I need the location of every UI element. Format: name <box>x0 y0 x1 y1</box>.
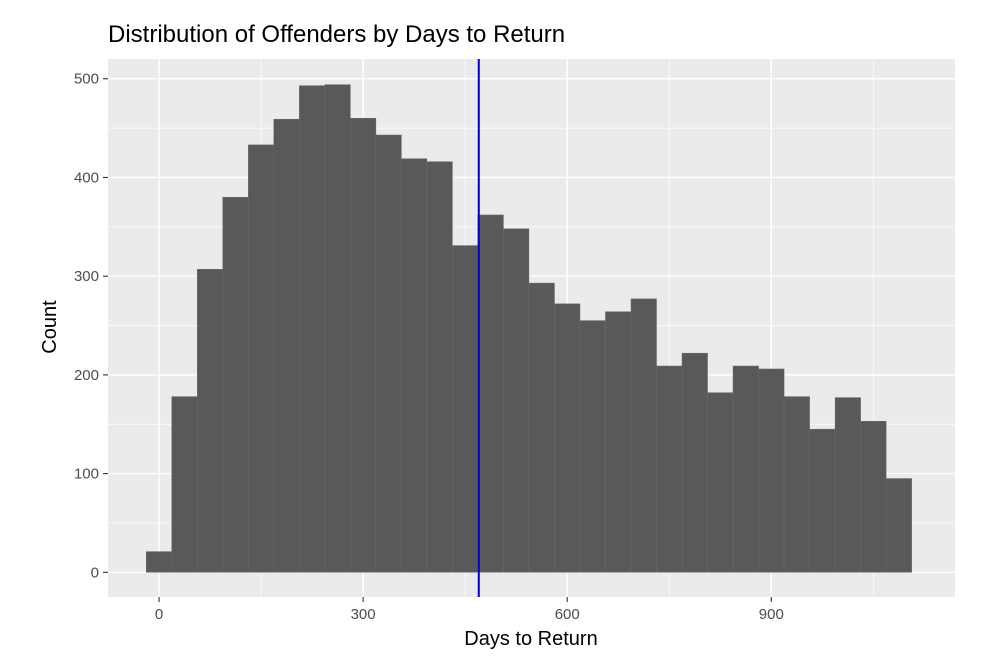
x-tick-label: 600 <box>555 606 580 623</box>
histogram-bar <box>732 365 759 573</box>
y-tick-label: 100 <box>74 466 99 483</box>
x-axis: 0 300 600 900 <box>155 597 784 623</box>
x-tick-label: 0 <box>155 606 163 623</box>
histogram-bar <box>885 478 912 573</box>
y-tick-label: 300 <box>74 268 99 285</box>
histogram-bar <box>197 269 224 573</box>
histogram-bar <box>401 158 428 573</box>
histogram-bar <box>350 117 377 573</box>
histogram-bar <box>630 298 657 573</box>
histogram-bar <box>579 320 606 573</box>
histogram-bar <box>324 84 351 573</box>
histogram-bar <box>426 161 453 573</box>
histogram-bar <box>503 228 530 573</box>
histogram-bar <box>248 144 275 573</box>
histogram-bar <box>758 368 785 573</box>
y-axis-title: Count <box>39 300 61 354</box>
histogram-bar <box>375 134 402 573</box>
chart-title: Distribution of Offenders by Days to Ret… <box>108 21 565 48</box>
y-tick-label: 0 <box>91 564 99 581</box>
histogram-bar <box>656 365 683 573</box>
histogram-bar <box>860 421 887 573</box>
histogram-bar <box>146 551 173 573</box>
x-tick-label: 300 <box>351 606 376 623</box>
y-axis: 0 100 200 300 400 500 <box>74 71 108 581</box>
histogram-bar <box>528 282 555 573</box>
histogram-bar <box>299 85 326 573</box>
histogram-bar <box>707 392 734 573</box>
histogram-bar <box>809 428 836 573</box>
y-tick-label: 400 <box>74 169 99 186</box>
histogram-bar <box>477 214 504 573</box>
x-tick-label: 900 <box>759 606 784 623</box>
y-tick-label: 200 <box>74 367 99 384</box>
histogram-bar <box>783 396 810 573</box>
histogram-bar <box>834 397 861 573</box>
histogram-bar <box>554 303 581 573</box>
histogram-bar <box>452 245 479 573</box>
histogram-bar <box>222 196 249 573</box>
histogram-bar <box>273 118 300 573</box>
histogram-bar <box>605 311 632 573</box>
histogram-bar <box>171 396 198 573</box>
histogram-bar <box>681 352 708 573</box>
histogram-bars <box>146 84 912 573</box>
y-tick-label: 500 <box>74 71 99 88</box>
x-axis-title: Days to Return <box>464 628 597 650</box>
